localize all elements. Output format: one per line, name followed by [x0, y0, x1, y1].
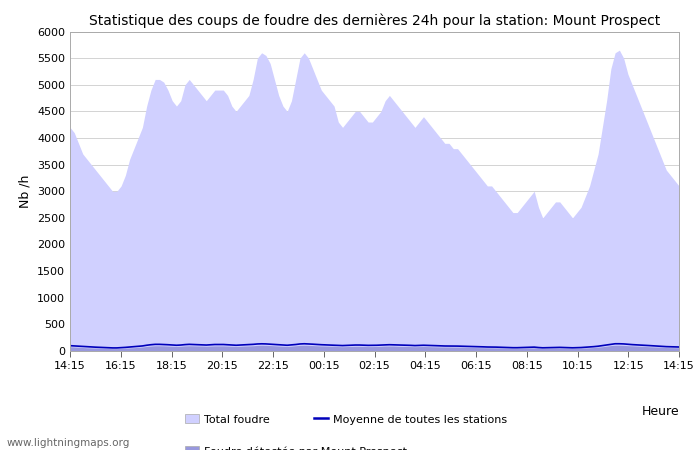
Y-axis label: Nb /h: Nb /h — [18, 175, 32, 208]
Title: Statistique des coups de foudre des dernières 24h pour la station: Mount Prospec: Statistique des coups de foudre des dern… — [89, 13, 660, 27]
Text: Heure: Heure — [641, 405, 679, 418]
Text: www.lightningmaps.org: www.lightningmaps.org — [7, 438, 130, 448]
Legend: Foudre détectée par Mount Prospect: Foudre détectée par Mount Prospect — [186, 446, 407, 450]
